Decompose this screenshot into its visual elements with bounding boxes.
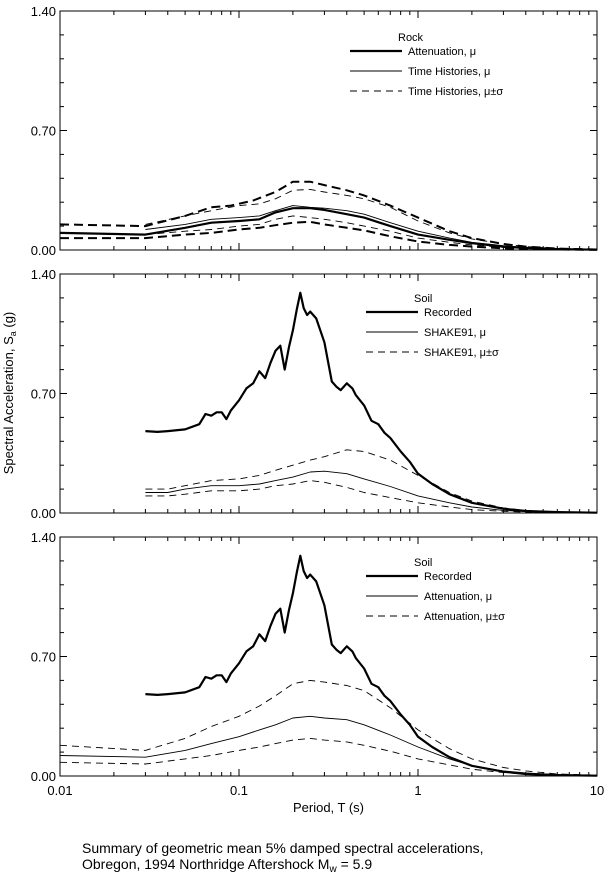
figure-caption: Summary of geometric mean 5% damped spec… <box>82 840 582 878</box>
series-line-6 <box>145 215 598 251</box>
y-tick-label: 1.40 <box>31 267 56 282</box>
y-tick-label: 0.70 <box>31 124 56 139</box>
chart-panel-2: 0.00 0.70 1.40 Soil Recorded SHAKE91, μ SHAKE9… <box>31 267 598 521</box>
series-line-3 <box>60 220 598 251</box>
series-line-5 <box>145 188 598 250</box>
caption-magnitude-subscript: w <box>329 864 337 875</box>
legend-entry-label: Attenuation, μ <box>424 591 492 603</box>
legend-entry-label: Time Histories, μ±σ <box>408 86 503 98</box>
caption-line-2: Obregon, 1994 Northridge Aftershock Mw =… <box>82 856 582 878</box>
legend-entry-label: Recorded <box>424 307 472 319</box>
x-tick-label: 0.01 <box>47 783 72 798</box>
y-axis-title: Spectral Acceleration, Sa (g) <box>1 312 18 475</box>
y-tick-label: 1.40 <box>31 530 56 545</box>
x-axis-title: Period, T (s) <box>293 800 364 815</box>
y-axis-title-subscript: a <box>8 331 18 336</box>
series-line-3 <box>145 449 598 513</box>
series-line-2 <box>145 470 598 514</box>
y-tick-label: 0.00 <box>31 506 56 521</box>
legend-entry-label: SHAKE91, μ <box>424 327 486 339</box>
legend-entry-label: SHAKE91, μ±σ <box>424 347 499 359</box>
series-line-4 <box>59 737 598 777</box>
chart-panel-3: 0.00 0.70 1.40 0.01 0.1 1 10 Soil Recorded Attenu… <box>31 530 604 798</box>
legend-entry-label: Time Histories, μ <box>408 66 490 78</box>
legend-title: Soil <box>414 293 432 305</box>
y-tick-label: 0.00 <box>31 769 56 784</box>
caption-line-1: Summary of geometric mean 5% damped spec… <box>82 840 484 856</box>
legend-entry-label: Recorded <box>424 571 472 583</box>
y-tick-label: 0.00 <box>31 243 56 258</box>
x-tick-label: 0.1 <box>230 783 248 798</box>
caption-line-2-main: Obregon, 1994 Northridge Aftershock M <box>82 856 330 872</box>
y-axis-title-main: Spectral Acceleration, S <box>1 336 16 474</box>
series-line-2 <box>59 180 598 251</box>
plot-frame <box>59 10 598 251</box>
y-tick-label: 0.70 <box>31 387 56 402</box>
y-tick-label: 1.40 <box>31 4 56 19</box>
series-line-1 <box>59 207 598 251</box>
caption-magnitude-value: = 5.9 <box>336 856 373 872</box>
y-tick-label: 0.70 <box>31 650 56 665</box>
legend-entry-label: Attenuation, μ <box>408 46 476 58</box>
legend-title: Rock <box>398 32 424 44</box>
series-line-2 <box>59 715 598 776</box>
chart-panel-1: 0.00 0.70 1.40 Rock Attenuation, μ Time Histo… <box>31 4 598 258</box>
series-line-3 <box>59 679 598 776</box>
series-line-1 <box>145 554 598 777</box>
legend-entry-label: Attenuation, μ±σ <box>424 611 505 623</box>
plot-frame <box>59 273 598 514</box>
x-tick-label: 1 <box>414 783 421 798</box>
series-line-4 <box>145 205 598 250</box>
legend-title: Soil <box>414 557 432 569</box>
series-line-1 <box>145 291 598 514</box>
y-axis-title-unit: (g) <box>1 312 16 332</box>
x-tick-label: 10 <box>590 783 604 798</box>
